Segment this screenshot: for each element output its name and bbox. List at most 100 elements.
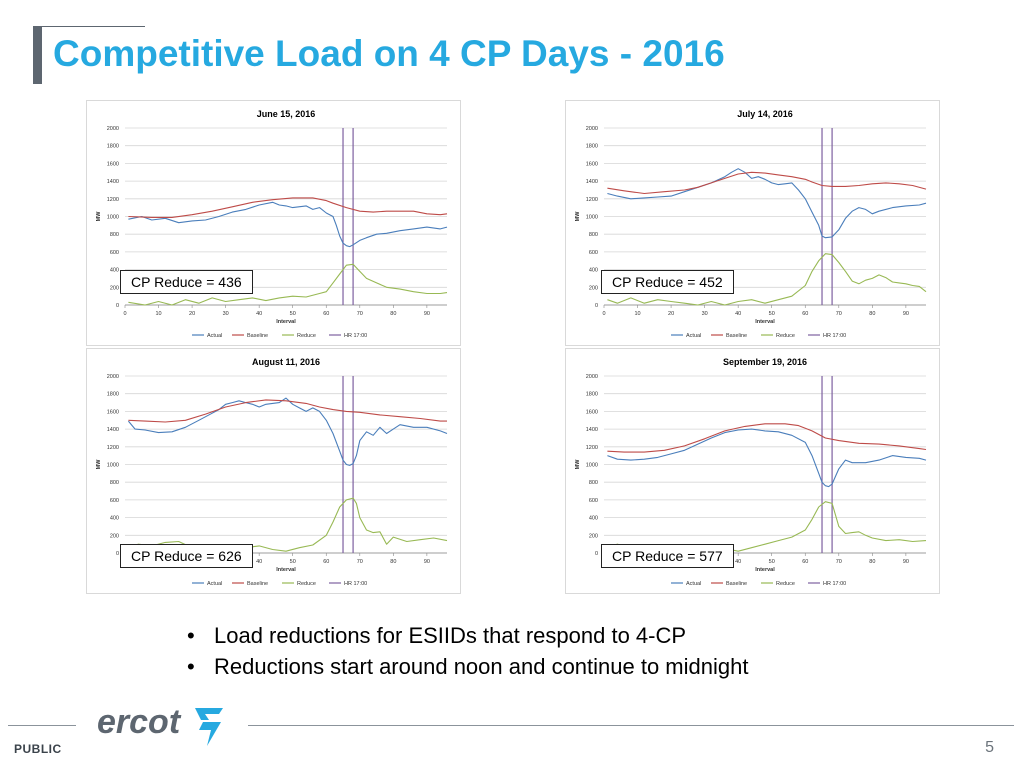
- y-tick-label: 200: [589, 285, 598, 291]
- x-tick-label: 90: [903, 559, 909, 565]
- y-tick-label: 1200: [586, 197, 598, 203]
- legend-label-baseline: Baseline: [726, 333, 747, 339]
- legend-label-reduce: Reduce: [297, 333, 316, 339]
- series-line-reduce: [128, 263, 448, 306]
- y-tick-label: 1200: [107, 197, 119, 203]
- y-tick-label: 400: [110, 268, 119, 274]
- y-tick-label: 0: [595, 551, 598, 557]
- y-tick-label: 2000: [107, 374, 119, 380]
- slide-title: Competitive Load on 4 CP Days - 2016: [53, 33, 725, 74]
- series-line-actual: [127, 397, 448, 466]
- legend-label-reduce: Reduce: [776, 333, 795, 339]
- y-tick-label: 1000: [586, 215, 598, 221]
- y-tick-label: 1600: [107, 409, 119, 415]
- chart-title: August 11, 2016: [252, 357, 320, 367]
- chart-panel-july: July 14, 2016 0 200 400 600 800 1000 1200 1400 16…: [565, 100, 940, 346]
- series-line-actual: [128, 201, 448, 248]
- series-line-actual: [607, 168, 927, 239]
- x-tick-label: 50: [769, 559, 775, 565]
- x-tick-label: 70: [357, 559, 363, 565]
- y-tick-label: 1200: [586, 445, 598, 451]
- chart-june: June 15, 2016020040060080010001200140016…: [96, 109, 448, 339]
- y-tick-label: 1200: [107, 445, 119, 451]
- ercot-logo-text: ercot: [97, 703, 182, 741]
- y-tick-label: 600: [110, 498, 119, 504]
- y-tick-label: 600: [110, 250, 119, 256]
- y-axis-label: MW: [575, 459, 581, 470]
- x-tick-label: 70: [836, 311, 842, 317]
- x-tick-label: 30: [702, 311, 708, 317]
- series-line-baseline: [128, 399, 447, 423]
- series-line-baseline: [607, 423, 927, 453]
- x-tick-label: 60: [323, 311, 329, 317]
- y-tick-label: 2000: [107, 126, 119, 132]
- y-tick-label: 1000: [107, 215, 119, 221]
- y-tick-label: 2000: [586, 374, 598, 380]
- x-tick-label: 60: [802, 559, 808, 565]
- y-tick-label: 400: [589, 268, 598, 274]
- footer-rule-left: [8, 725, 76, 726]
- x-tick-label: 20: [189, 311, 195, 317]
- bullet-item: Load reductions for ESIIDs that respond …: [187, 620, 748, 651]
- x-axis-label: Interval: [276, 319, 296, 325]
- bullet-list: Load reductions for ESIIDs that respond …: [187, 620, 748, 682]
- cp-reduce-july: CP Reduce = 452: [601, 270, 734, 294]
- legend-label-reduce: Reduce: [297, 581, 316, 587]
- y-tick-label: 1400: [586, 427, 598, 433]
- y-tick-label: 1800: [107, 144, 119, 150]
- y-tick-label: 1400: [107, 179, 119, 185]
- y-tick-label: 1400: [586, 179, 598, 185]
- title-rule: [40, 26, 145, 27]
- legend-label-actual: Actual: [686, 333, 701, 339]
- y-tick-label: 400: [110, 516, 119, 522]
- y-tick-label: 800: [110, 480, 119, 486]
- y-tick-label: 800: [589, 232, 598, 238]
- y-axis-label: MW: [96, 211, 102, 222]
- ercot-bolt-icon: [195, 708, 223, 746]
- x-axis-label: Interval: [276, 567, 296, 573]
- chart-july: July 14, 2016020040060080010001200140016…: [575, 109, 927, 339]
- y-tick-label: 1600: [586, 409, 598, 415]
- y-tick-label: 1800: [586, 144, 598, 150]
- x-axis-label: Interval: [755, 567, 775, 573]
- y-tick-label: 1600: [107, 161, 119, 167]
- x-tick-label: 40: [735, 311, 741, 317]
- y-tick-label: 0: [116, 303, 119, 309]
- y-tick-label: 600: [589, 250, 598, 256]
- legend-label-actual: Actual: [207, 333, 222, 339]
- bullet-item: Reductions start around noon and continu…: [187, 651, 748, 682]
- ercot-logo: ercot: [97, 703, 223, 746]
- legend-label-actual: Actual: [686, 581, 701, 587]
- x-tick-label: 90: [424, 559, 430, 565]
- x-tick-label: 40: [256, 559, 262, 565]
- legend-label-baseline: Baseline: [726, 581, 747, 587]
- legend-label-baseline: Baseline: [247, 333, 268, 339]
- x-tick-label: 10: [155, 311, 161, 317]
- cp-reduce-june: CP Reduce = 436: [120, 270, 253, 294]
- x-tick-label: 90: [424, 311, 430, 317]
- y-tick-label: 0: [595, 303, 598, 309]
- y-tick-label: 1400: [107, 427, 119, 433]
- footer-rule-right: [248, 725, 1014, 726]
- y-tick-label: 1800: [107, 392, 119, 398]
- x-tick-label: 60: [323, 559, 329, 565]
- x-tick-label: 50: [769, 311, 775, 317]
- x-tick-label: 80: [390, 311, 396, 317]
- y-tick-label: 200: [110, 285, 119, 291]
- y-tick-label: 1600: [586, 161, 598, 167]
- x-tick-label: 80: [869, 559, 875, 565]
- x-tick-label: 20: [668, 311, 674, 317]
- footer-classification: PUBLIC: [14, 742, 62, 756]
- y-tick-label: 600: [589, 498, 598, 504]
- legend-label-hr17: HR 17:00: [823, 581, 846, 587]
- x-tick-label: 80: [390, 559, 396, 565]
- series-line-actual: [607, 428, 927, 488]
- y-tick-label: 2000: [586, 126, 598, 132]
- chart-title: June 15, 2016: [257, 109, 316, 119]
- y-tick-label: 800: [589, 480, 598, 486]
- cp-reduce-september: CP Reduce = 577: [601, 544, 734, 568]
- chart-panel-june: June 15, 2016 0 200 400 600 800 1000 1200 1400 16…: [86, 100, 461, 346]
- y-tick-label: 200: [589, 533, 598, 539]
- x-tick-label: 70: [357, 311, 363, 317]
- x-tick-label: 40: [256, 311, 262, 317]
